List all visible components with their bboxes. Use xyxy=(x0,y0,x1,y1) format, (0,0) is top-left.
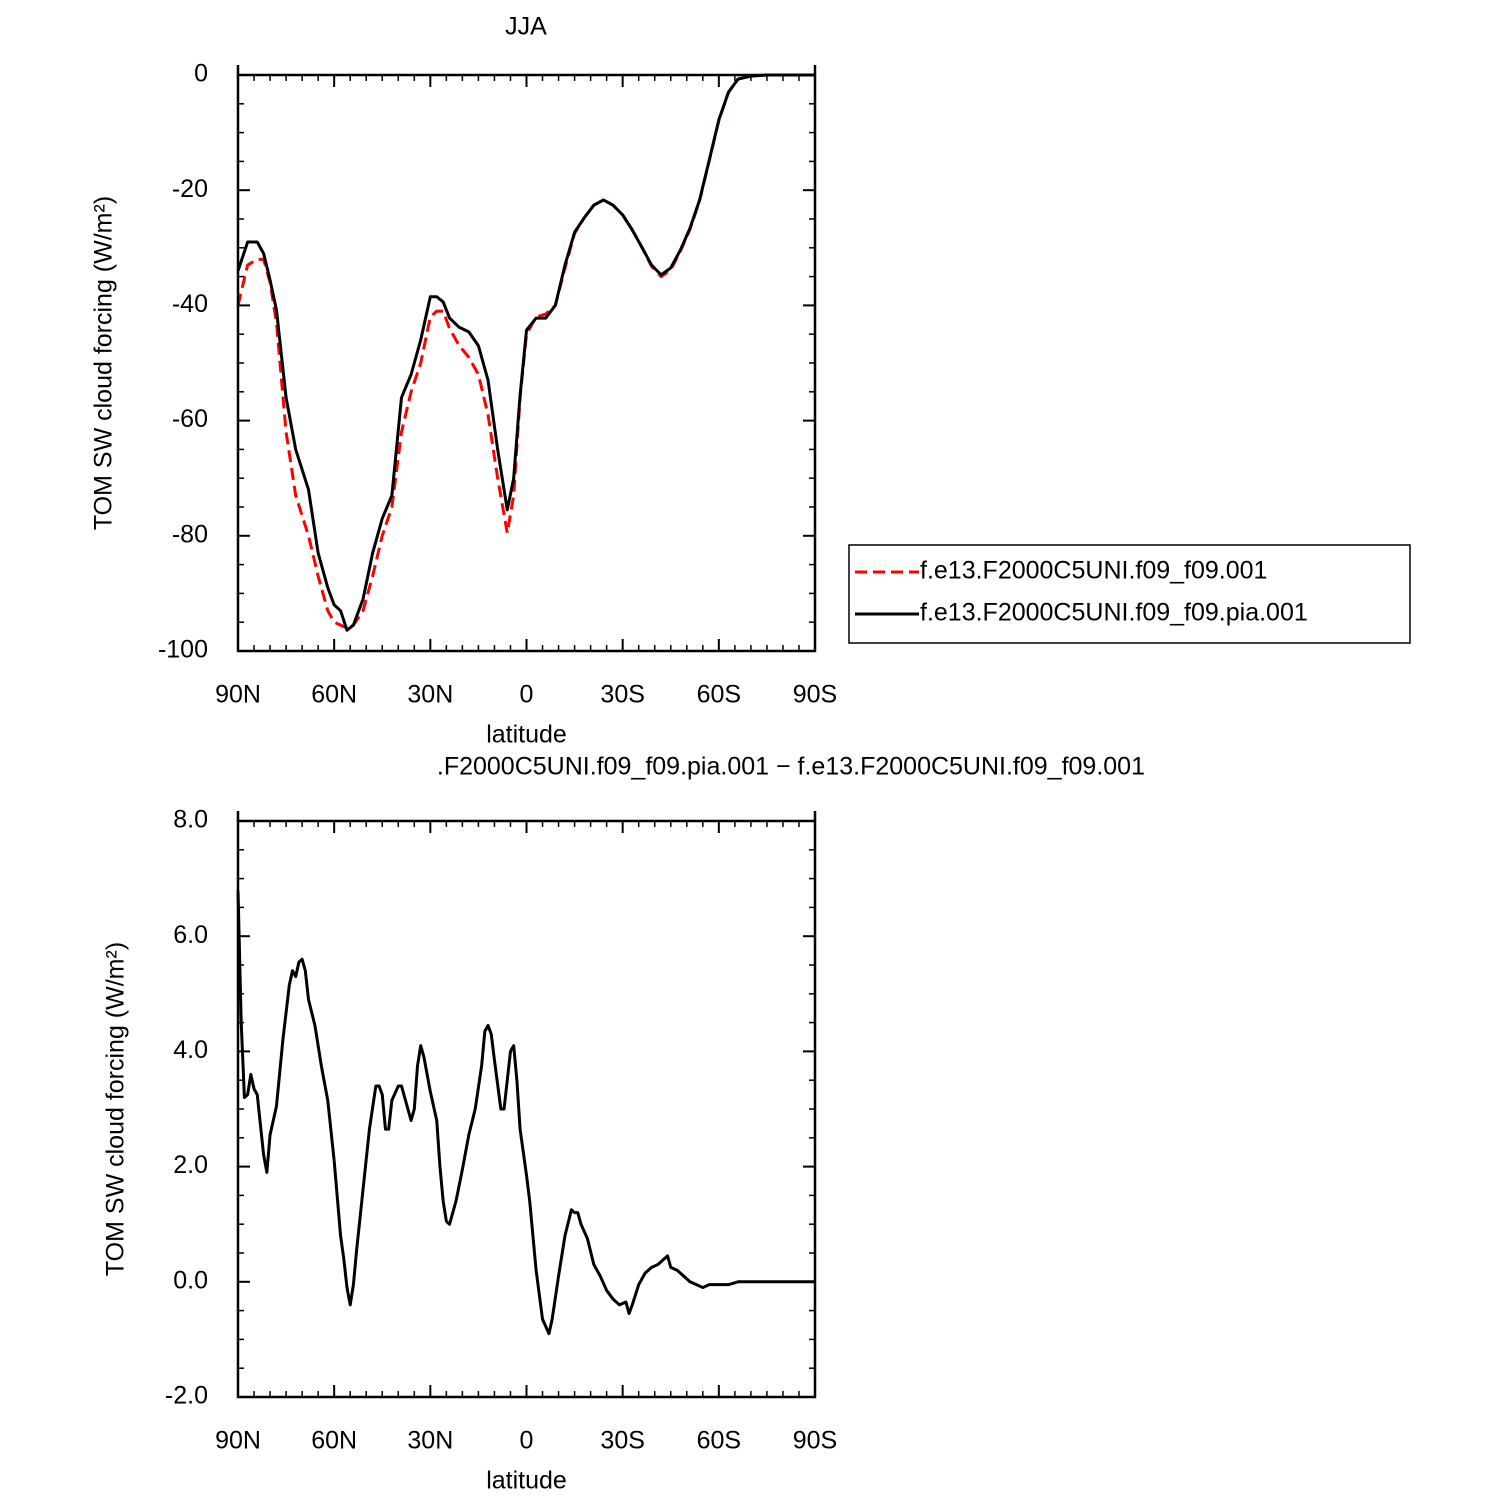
panel: JJA latitude TOM SW cloud forcing (W/m²) 90… xyxy=(90,13,1411,749)
series-line xyxy=(236,73,815,632)
x-tick-label: 60S xyxy=(697,681,741,709)
y-tick-label: 4.0 xyxy=(173,1036,208,1064)
panel: .F2000C5UNI.f09_f09.pia.001 − f.e13.F200… xyxy=(102,753,1145,1495)
legend-label: f.e13.F2000C5UNI.f09_f09.pia.001 xyxy=(920,599,1308,627)
y-tick-label: 6.0 xyxy=(173,921,208,949)
y-tick-label: 8.0 xyxy=(173,806,208,834)
x-tick-label: 60N xyxy=(311,1427,357,1455)
y-tick-label: 0.0 xyxy=(173,1266,208,1294)
x-tick-label: 30N xyxy=(407,681,453,709)
legend-label: f.e13.F2000C5UNI.f09_f09.001 xyxy=(920,557,1267,585)
chart-title: .F2000C5UNI.f09_f09.pia.001 − f.e13.F200… xyxy=(437,753,1145,781)
x-tick-label: 60N xyxy=(311,681,357,709)
y-tick-label: -40 xyxy=(172,290,208,318)
series-line xyxy=(236,73,815,630)
x-tick-label: 90S xyxy=(793,681,837,709)
x-tick-label: 30S xyxy=(600,681,644,709)
x-tick-label: 90S xyxy=(793,1427,837,1455)
x-tick-label: 0 xyxy=(520,1427,534,1455)
y-tick-label: 2.0 xyxy=(173,1151,208,1179)
y-tick-label: -100 xyxy=(158,636,208,664)
x-axis-label: latitude xyxy=(486,1467,567,1495)
x-tick-label: 0 xyxy=(520,681,534,709)
chart-title: JJA xyxy=(505,13,547,41)
x-tick-label: 30N xyxy=(407,1427,453,1455)
y-tick-label: -20 xyxy=(172,175,208,203)
x-tick-label: 60S xyxy=(697,1427,741,1455)
x-tick-label: 90N xyxy=(215,681,261,709)
y-tick-label: -80 xyxy=(172,520,208,548)
x-tick-label: 30S xyxy=(600,1427,644,1455)
plot-frame xyxy=(236,73,817,653)
legend-box xyxy=(848,544,1411,644)
y-tick-label: -60 xyxy=(172,405,208,433)
x-tick-label: 90N xyxy=(215,1427,261,1455)
legend: f.e13.F2000C5UNI.f09_f09.001 f.e13.F2000C… xyxy=(848,544,1411,644)
series-line xyxy=(236,890,815,1336)
plot-frame xyxy=(236,819,817,1399)
x-axis-label: latitude xyxy=(486,721,567,749)
y-tick-label: 0 xyxy=(194,60,208,88)
y-axis-label: TOM SW cloud forcing (W/m²) xyxy=(102,942,130,1276)
y-axis-label: TOM SW cloud forcing (W/m²) xyxy=(90,196,118,530)
y-tick-label: -2.0 xyxy=(165,1382,208,1410)
